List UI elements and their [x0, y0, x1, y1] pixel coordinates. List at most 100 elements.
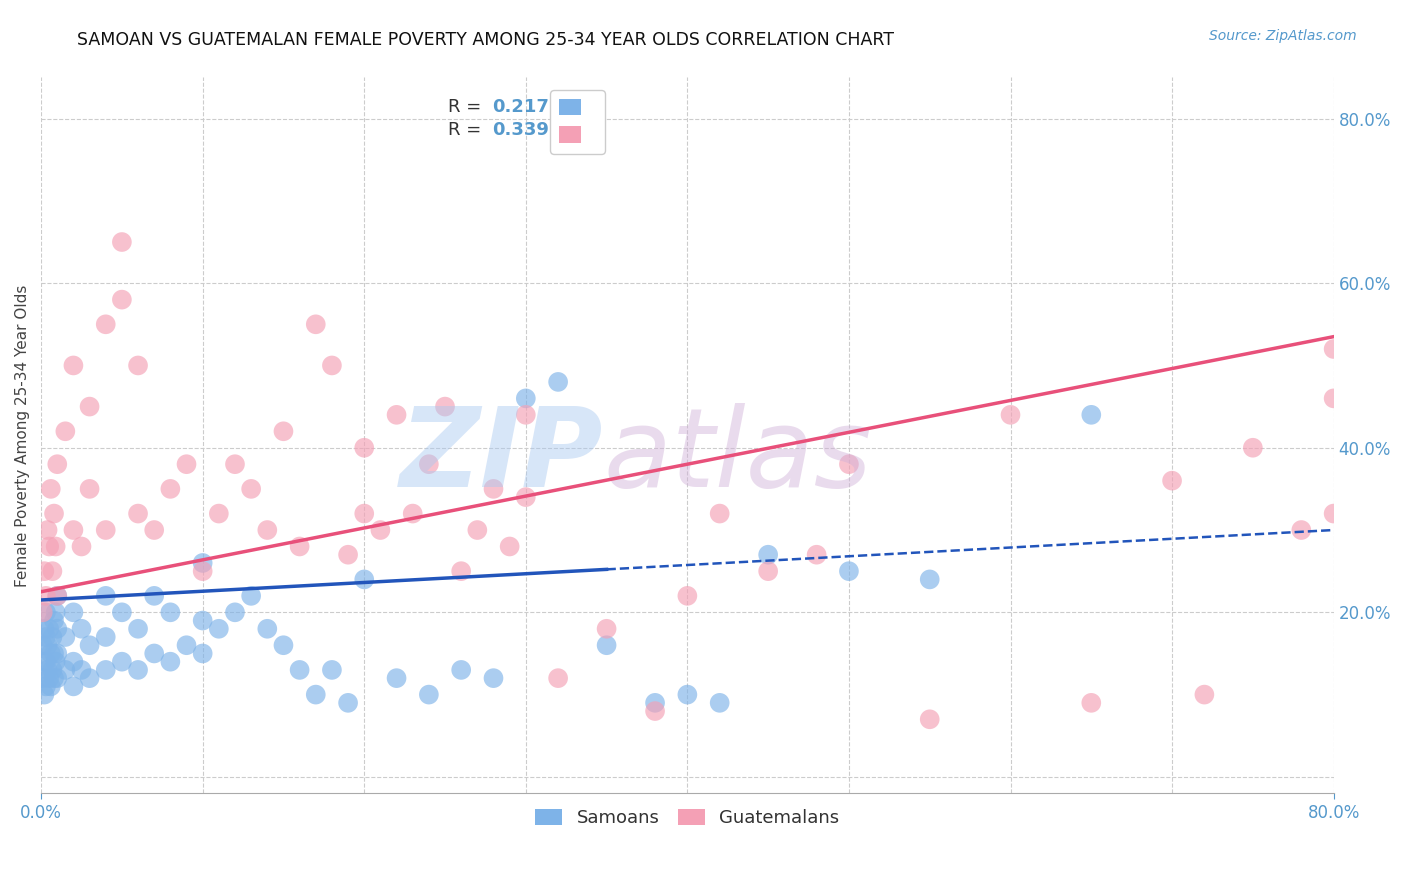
Point: [595, 638, 617, 652]
Point: [45, 540, 67, 554]
Point: [288, 663, 311, 677]
Point: [918, 712, 941, 726]
Point: [709, 507, 731, 521]
Point: [42, 507, 65, 521]
Point: [70, 540, 93, 554]
Point: [159, 482, 181, 496]
Point: [337, 696, 360, 710]
Point: [46, 589, 69, 603]
Point: [94, 589, 117, 603]
Point: [208, 622, 231, 636]
Point: [127, 359, 149, 373]
Point: [39, 647, 62, 661]
Text: atlas: atlas: [603, 403, 872, 510]
Text: ZIP: ZIP: [399, 403, 603, 510]
Point: [256, 622, 278, 636]
Point: [34, 564, 56, 578]
Point: [35, 679, 58, 693]
Point: [53, 630, 76, 644]
Point: [62, 523, 84, 537]
Point: [70, 663, 93, 677]
Point: [79, 671, 101, 685]
Point: [70, 622, 93, 636]
Point: [35, 655, 58, 669]
Point: [756, 564, 779, 578]
Point: [305, 688, 328, 702]
Point: [42, 647, 65, 661]
Point: [1161, 474, 1184, 488]
Point: [37, 663, 59, 677]
Point: [224, 457, 246, 471]
Point: [46, 457, 69, 471]
Point: [402, 507, 425, 521]
Point: [127, 663, 149, 677]
Point: [34, 688, 56, 702]
Point: [644, 696, 666, 710]
Point: [46, 622, 69, 636]
Text: SAMOAN VS GUATEMALAN FEMALE POVERTY AMONG 25-34 YEAR OLDS CORRELATION CHART: SAMOAN VS GUATEMALAN FEMALE POVERTY AMON…: [77, 31, 894, 49]
Point: [370, 523, 392, 537]
Point: [41, 564, 63, 578]
Point: [39, 679, 62, 693]
Point: [515, 490, 537, 504]
Point: [1241, 441, 1264, 455]
Point: [806, 548, 828, 562]
Point: [34, 655, 56, 669]
Point: [515, 408, 537, 422]
Point: [94, 663, 117, 677]
Point: [838, 457, 860, 471]
Point: [46, 647, 69, 661]
Point: [45, 605, 67, 619]
Point: [709, 696, 731, 710]
Text: 74: 74: [578, 98, 603, 116]
Point: [353, 573, 375, 587]
Text: 67: 67: [578, 120, 603, 139]
Point: [288, 540, 311, 554]
Point: [53, 663, 76, 677]
Point: [35, 605, 58, 619]
Point: [35, 589, 58, 603]
Point: [31, 671, 53, 685]
Point: [918, 573, 941, 587]
Point: [337, 548, 360, 562]
Point: [41, 663, 63, 677]
Point: [1323, 342, 1346, 356]
Point: [31, 605, 53, 619]
Point: [41, 630, 63, 644]
Point: [111, 655, 134, 669]
Point: [1080, 696, 1102, 710]
Point: [111, 605, 134, 619]
Point: [94, 318, 117, 332]
Point: [240, 589, 263, 603]
Point: [46, 589, 69, 603]
Point: [838, 564, 860, 578]
Point: [418, 457, 440, 471]
Point: [191, 564, 214, 578]
Point: [547, 375, 569, 389]
Point: [224, 605, 246, 619]
Point: [676, 688, 699, 702]
Text: 0.339: 0.339: [492, 120, 550, 139]
Point: [62, 359, 84, 373]
Y-axis label: Female Poverty Among 25-34 Year Olds: Female Poverty Among 25-34 Year Olds: [15, 285, 30, 587]
Point: [385, 408, 408, 422]
Point: [111, 235, 134, 249]
Point: [62, 655, 84, 669]
Point: [45, 655, 67, 669]
Point: [143, 523, 166, 537]
Point: [37, 523, 59, 537]
Point: [644, 704, 666, 718]
Point: [176, 638, 198, 652]
Point: [450, 564, 472, 578]
Point: [38, 671, 60, 685]
Point: [35, 630, 58, 644]
Point: [273, 424, 295, 438]
Point: [321, 663, 343, 677]
Legend: Samoans, Guatemalans: Samoans, Guatemalans: [529, 802, 846, 834]
Point: [305, 318, 328, 332]
Point: [353, 507, 375, 521]
Point: [31, 638, 53, 652]
Point: [94, 523, 117, 537]
Point: [498, 540, 520, 554]
Text: R =: R =: [449, 120, 488, 139]
